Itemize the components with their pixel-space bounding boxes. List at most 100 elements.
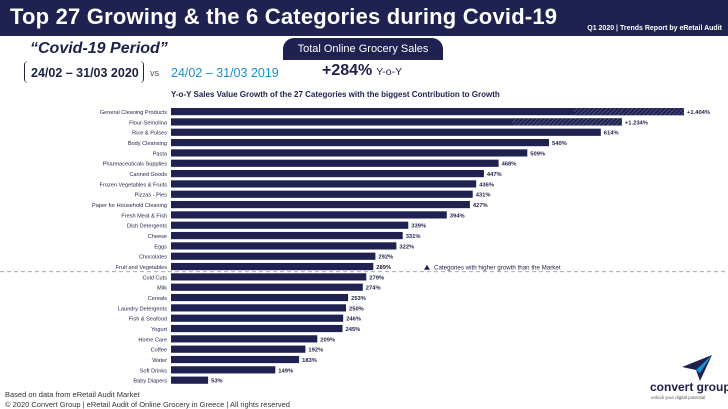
bar [171,211,447,219]
chart-title: Y-o-Y Sales Value Growth of the 27 Categ… [171,90,500,99]
category-label: Home Care [138,337,167,343]
bar [171,190,473,198]
market-line-label: Categories with higher growth than the M… [434,265,561,272]
bar [171,169,484,178]
value-label: 394% [450,213,465,219]
value-label: +1.404% [687,110,710,116]
value-label: 339% [411,224,426,230]
category-label: Fish & Seafood [129,317,167,323]
category-label: Canned Goods [129,172,167,178]
value-label: 253% [351,296,366,302]
bar [171,252,376,260]
category-label: Fruit and Vegetables [116,265,168,271]
value-label: 436% [479,182,494,188]
value-label: 289% [376,265,391,271]
vs-label: vs [150,68,159,78]
category-label: General Cleaning Products [100,110,167,116]
report-tag: Q1 2020 | Trends Report by eRetail Audit [587,25,722,32]
bar [171,149,528,157]
bar [171,128,601,136]
category-label: Pasta [153,151,168,157]
bar [171,108,684,116]
category-label: Pizzas - Pies [135,193,168,199]
category-label: Baby Diapers [133,379,167,385]
category-label: Body Cleansing [128,141,167,147]
value-label: 245% [346,327,361,333]
value-label: 427% [473,203,488,209]
category-label: Rice & Pulses [132,131,167,137]
bar [171,159,499,167]
value-label: 447% [487,172,502,178]
paper-plane-icon [682,355,712,381]
axis-break-hatch [574,108,684,116]
value-label: 250% [349,306,364,312]
bar [171,221,409,229]
category-label: Eggs [154,244,167,250]
bar [171,304,346,312]
logo-tagline: unlock your digital potential [651,395,706,400]
bar [171,314,344,322]
bar [171,283,363,291]
growth-value: +284% [322,62,373,79]
category-label: Dish Detergents [127,224,167,230]
bar [171,324,343,333]
bar [171,242,397,250]
category-label: Water [152,358,167,364]
header-banner: Top 27 Growing & the 6 Categories during… [0,0,728,36]
bar [171,138,549,147]
value-label: 53% [211,379,223,385]
value-label: +1.234% [625,120,648,126]
category-label: Soft Drinks [140,368,168,374]
category-label: Cold Cuts [142,275,167,281]
bar [171,262,374,271]
growth-unit: Y-o-Y [376,66,403,78]
page-title: Top 27 Growing & the 6 Categories during… [10,4,558,29]
category-label: Milk [157,286,167,292]
bar [171,355,300,364]
value-label: 183% [302,358,317,364]
period-title: “Covid-19 Period” [30,40,168,57]
category-label: Laundry Detergents [118,306,167,312]
value-label: 149% [278,368,293,374]
value-label: 279% [369,275,384,281]
summary-pill: Total Online Grocery Sales [283,38,443,60]
category-label: Cheese [148,234,167,240]
bar [171,376,209,384]
period-bracket [24,61,144,83]
value-label: 331% [406,234,421,240]
bar-chart: General Cleaning Products +1.404% Flour-Se… [0,108,728,385]
compare-dates: 24/02 – 31/03 2019 [171,66,279,80]
value-label: 322% [399,244,414,250]
category-label: Frozen Vegetables & Fruits [100,182,168,188]
category-label: Pharmaceuticals Supplies [103,162,168,168]
bar [171,200,470,209]
value-label: 509% [530,151,545,157]
bar [171,293,349,302]
logo-name: convert group [650,380,728,394]
value-label: 614% [604,131,619,137]
category-label: Flour-Semolina [129,120,168,126]
bar [171,180,477,188]
value-label: 468% [502,162,517,168]
category-label: Yogurt [151,327,167,333]
category-label: Fresh Meat & Fish [121,213,167,219]
axis-break-hatch [511,118,622,126]
bar [171,118,622,126]
value-label: 209% [320,337,335,343]
source-note: Based on data from eRetail Audit Market [5,390,140,399]
period-dates: 24/02 – 31/03 2020 [31,66,139,80]
summary-growth: +284% Y-o-Y [322,62,402,80]
bar [171,273,367,281]
value-label: 540% [552,141,567,147]
triangle-icon [424,264,430,270]
category-label: Paper for Household Cleaning [92,203,167,209]
bar [171,335,318,343]
category-label: Coffee [151,348,167,354]
value-label: 192% [308,348,323,354]
copyright-note: © 2020 Convert Group | eRetail Audit of … [5,400,290,409]
category-label: Cereals [148,296,167,302]
category-label: Chocolates [139,255,167,261]
bar [171,231,403,240]
value-label: 292% [378,255,393,261]
value-label: 274% [366,286,381,292]
